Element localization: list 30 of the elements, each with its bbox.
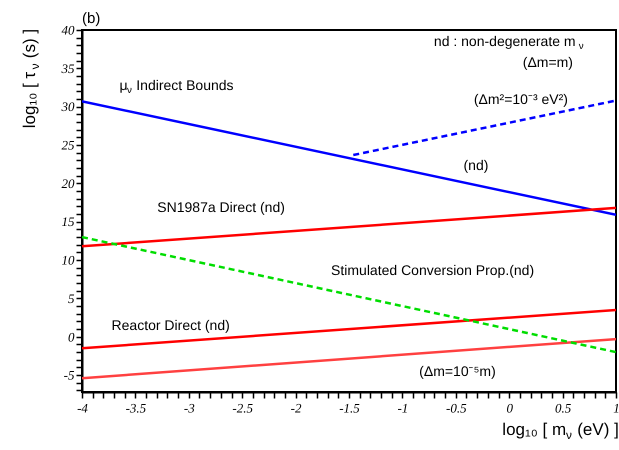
x-tick-label: 1: [613, 400, 619, 416]
y-tick-label: 0: [68, 329, 75, 344]
y-tick-label: 10: [62, 252, 75, 268]
text: (b): [82, 10, 100, 27]
x-tick-label: -3.5: [126, 400, 147, 416]
x-tick-label: 0.5: [554, 400, 572, 416]
y-tick-label: -5: [64, 368, 75, 383]
y-tick-label: 40: [62, 22, 75, 38]
y-tick-label: 5: [68, 290, 75, 306]
y-tick-label: 25: [62, 138, 75, 153]
x-tick-label: -1: [397, 400, 408, 416]
x-tick-label: -2: [290, 400, 302, 416]
annotation: (Δm=10⁻⁵m): [419, 363, 496, 379]
y-tick-label: 20: [62, 176, 75, 191]
x-tick-label: -3: [184, 400, 196, 416]
x-tick-label: -2.5: [232, 400, 254, 416]
annotation: Reactor Direct (nd): [112, 317, 230, 333]
annotation: (Δm=m): [522, 54, 573, 70]
x-tick-label: -1.5: [339, 400, 360, 416]
x-tick-label: -0.5: [446, 400, 468, 416]
x-tick-label: 0: [506, 400, 514, 416]
annotation: (nd): [464, 157, 488, 173]
y-axis-title: log₁₀ [ τν (s) ]: [20, 28, 42, 128]
annotation: SN1987a Direct (nd): [157, 199, 285, 215]
annotation: (Δm²=10⁻³ eV²): [474, 91, 568, 107]
annotation: Stimulated Conversion Prop.(nd): [331, 262, 534, 278]
y-tick-label: 30: [60, 99, 75, 114]
x-tick-label: -4: [77, 400, 88, 416]
y-tick-label: 35: [60, 60, 75, 76]
y-tick-label: 15: [62, 214, 75, 230]
